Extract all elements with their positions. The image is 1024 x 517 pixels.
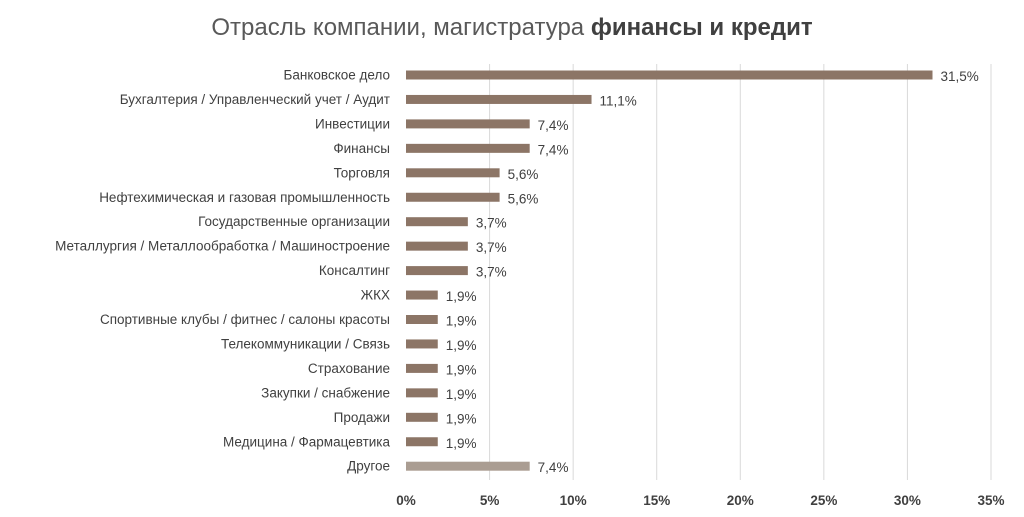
value-label: 5,6% — [508, 191, 539, 206]
bar — [406, 388, 438, 398]
category-label: ЖКХ — [361, 288, 390, 303]
value-label: 1,9% — [446, 387, 477, 402]
value-label: 3,7% — [476, 216, 507, 231]
gridlines — [489, 64, 992, 480]
bar — [406, 339, 438, 349]
bar — [406, 461, 530, 471]
bar — [406, 437, 438, 447]
x-tick-label: 25% — [810, 493, 837, 508]
value-label: 1,9% — [446, 362, 477, 377]
chart-title-regular: Отрасль компании, магистратура — [211, 14, 591, 41]
bar — [406, 192, 500, 202]
category-label: Медицина / Фармацевтика — [223, 434, 390, 449]
value-label: 1,9% — [446, 338, 477, 353]
category-label: Нефтехимическая и газовая промышленность — [99, 190, 390, 205]
bar — [406, 70, 933, 80]
category-label: Металлургия / Металлообработка / Машинос… — [55, 239, 390, 254]
category-label: Страхование — [308, 361, 390, 376]
value-label: 1,9% — [446, 314, 477, 329]
category-label: Другое — [347, 459, 390, 474]
category-label: Консалтинг — [319, 263, 390, 278]
value-label: 1,9% — [446, 411, 477, 426]
bar — [406, 290, 438, 300]
category-labels: Банковское дело Бухгалтерия / Управленчес… — [55, 68, 390, 474]
value-label: 5,6% — [508, 167, 539, 182]
value-labels: 31,5%11,1%7,4%7,4%5,6%5,6%3,7%3,7%3,7%1,… — [446, 69, 979, 475]
x-tick-label: 35% — [977, 493, 1004, 508]
bar — [406, 241, 468, 251]
x-tick-label: 10% — [560, 493, 587, 508]
x-tick-label: 5% — [480, 493, 500, 508]
bar — [406, 94, 592, 104]
value-label: 7,4% — [538, 460, 569, 475]
bars — [406, 70, 933, 471]
bar — [406, 143, 530, 153]
category-label: Закупки / снабжение — [261, 385, 390, 400]
value-label: 11,1% — [600, 93, 637, 108]
category-label: Финансы — [333, 141, 390, 156]
bar — [406, 412, 438, 422]
x-tick-label: 30% — [894, 493, 921, 508]
category-label: Телекоммуникации / Связь — [221, 336, 390, 351]
chart-title: Отрасль компании, магистратура финансы и… — [0, 14, 1024, 42]
x-tick-label: 15% — [643, 493, 670, 508]
value-label: 3,7% — [476, 240, 507, 255]
value-label: 7,4% — [538, 142, 569, 157]
value-label: 7,4% — [538, 118, 569, 133]
bar — [406, 363, 438, 373]
category-label: Продажи — [334, 410, 390, 425]
bar — [406, 266, 468, 276]
category-label: Инвестиции — [315, 116, 390, 131]
category-label: Банковское дело — [284, 68, 390, 83]
x-tick-label: 0% — [396, 493, 416, 508]
bar — [406, 119, 530, 129]
x-axis-ticks: 0% 5% 10% 15% 20% 25% 30% 35% — [396, 493, 1004, 508]
category-label: Спортивные клубы / фитнес / салоны красо… — [100, 312, 390, 327]
bar — [406, 168, 500, 178]
category-label: Торговля — [334, 165, 390, 180]
chart-title-bold: финансы и кредит — [590, 14, 813, 41]
value-label: 31,5% — [941, 69, 979, 84]
category-label: Государственные организации — [198, 214, 390, 229]
bar — [406, 217, 468, 227]
value-label: 1,9% — [446, 289, 477, 304]
category-label: Бухгалтерия / Управленческий учет / Ауди… — [120, 92, 390, 107]
x-tick-label: 20% — [727, 493, 754, 508]
value-label: 3,7% — [476, 265, 507, 280]
bar — [406, 315, 438, 324]
value-label: 1,9% — [446, 436, 477, 451]
